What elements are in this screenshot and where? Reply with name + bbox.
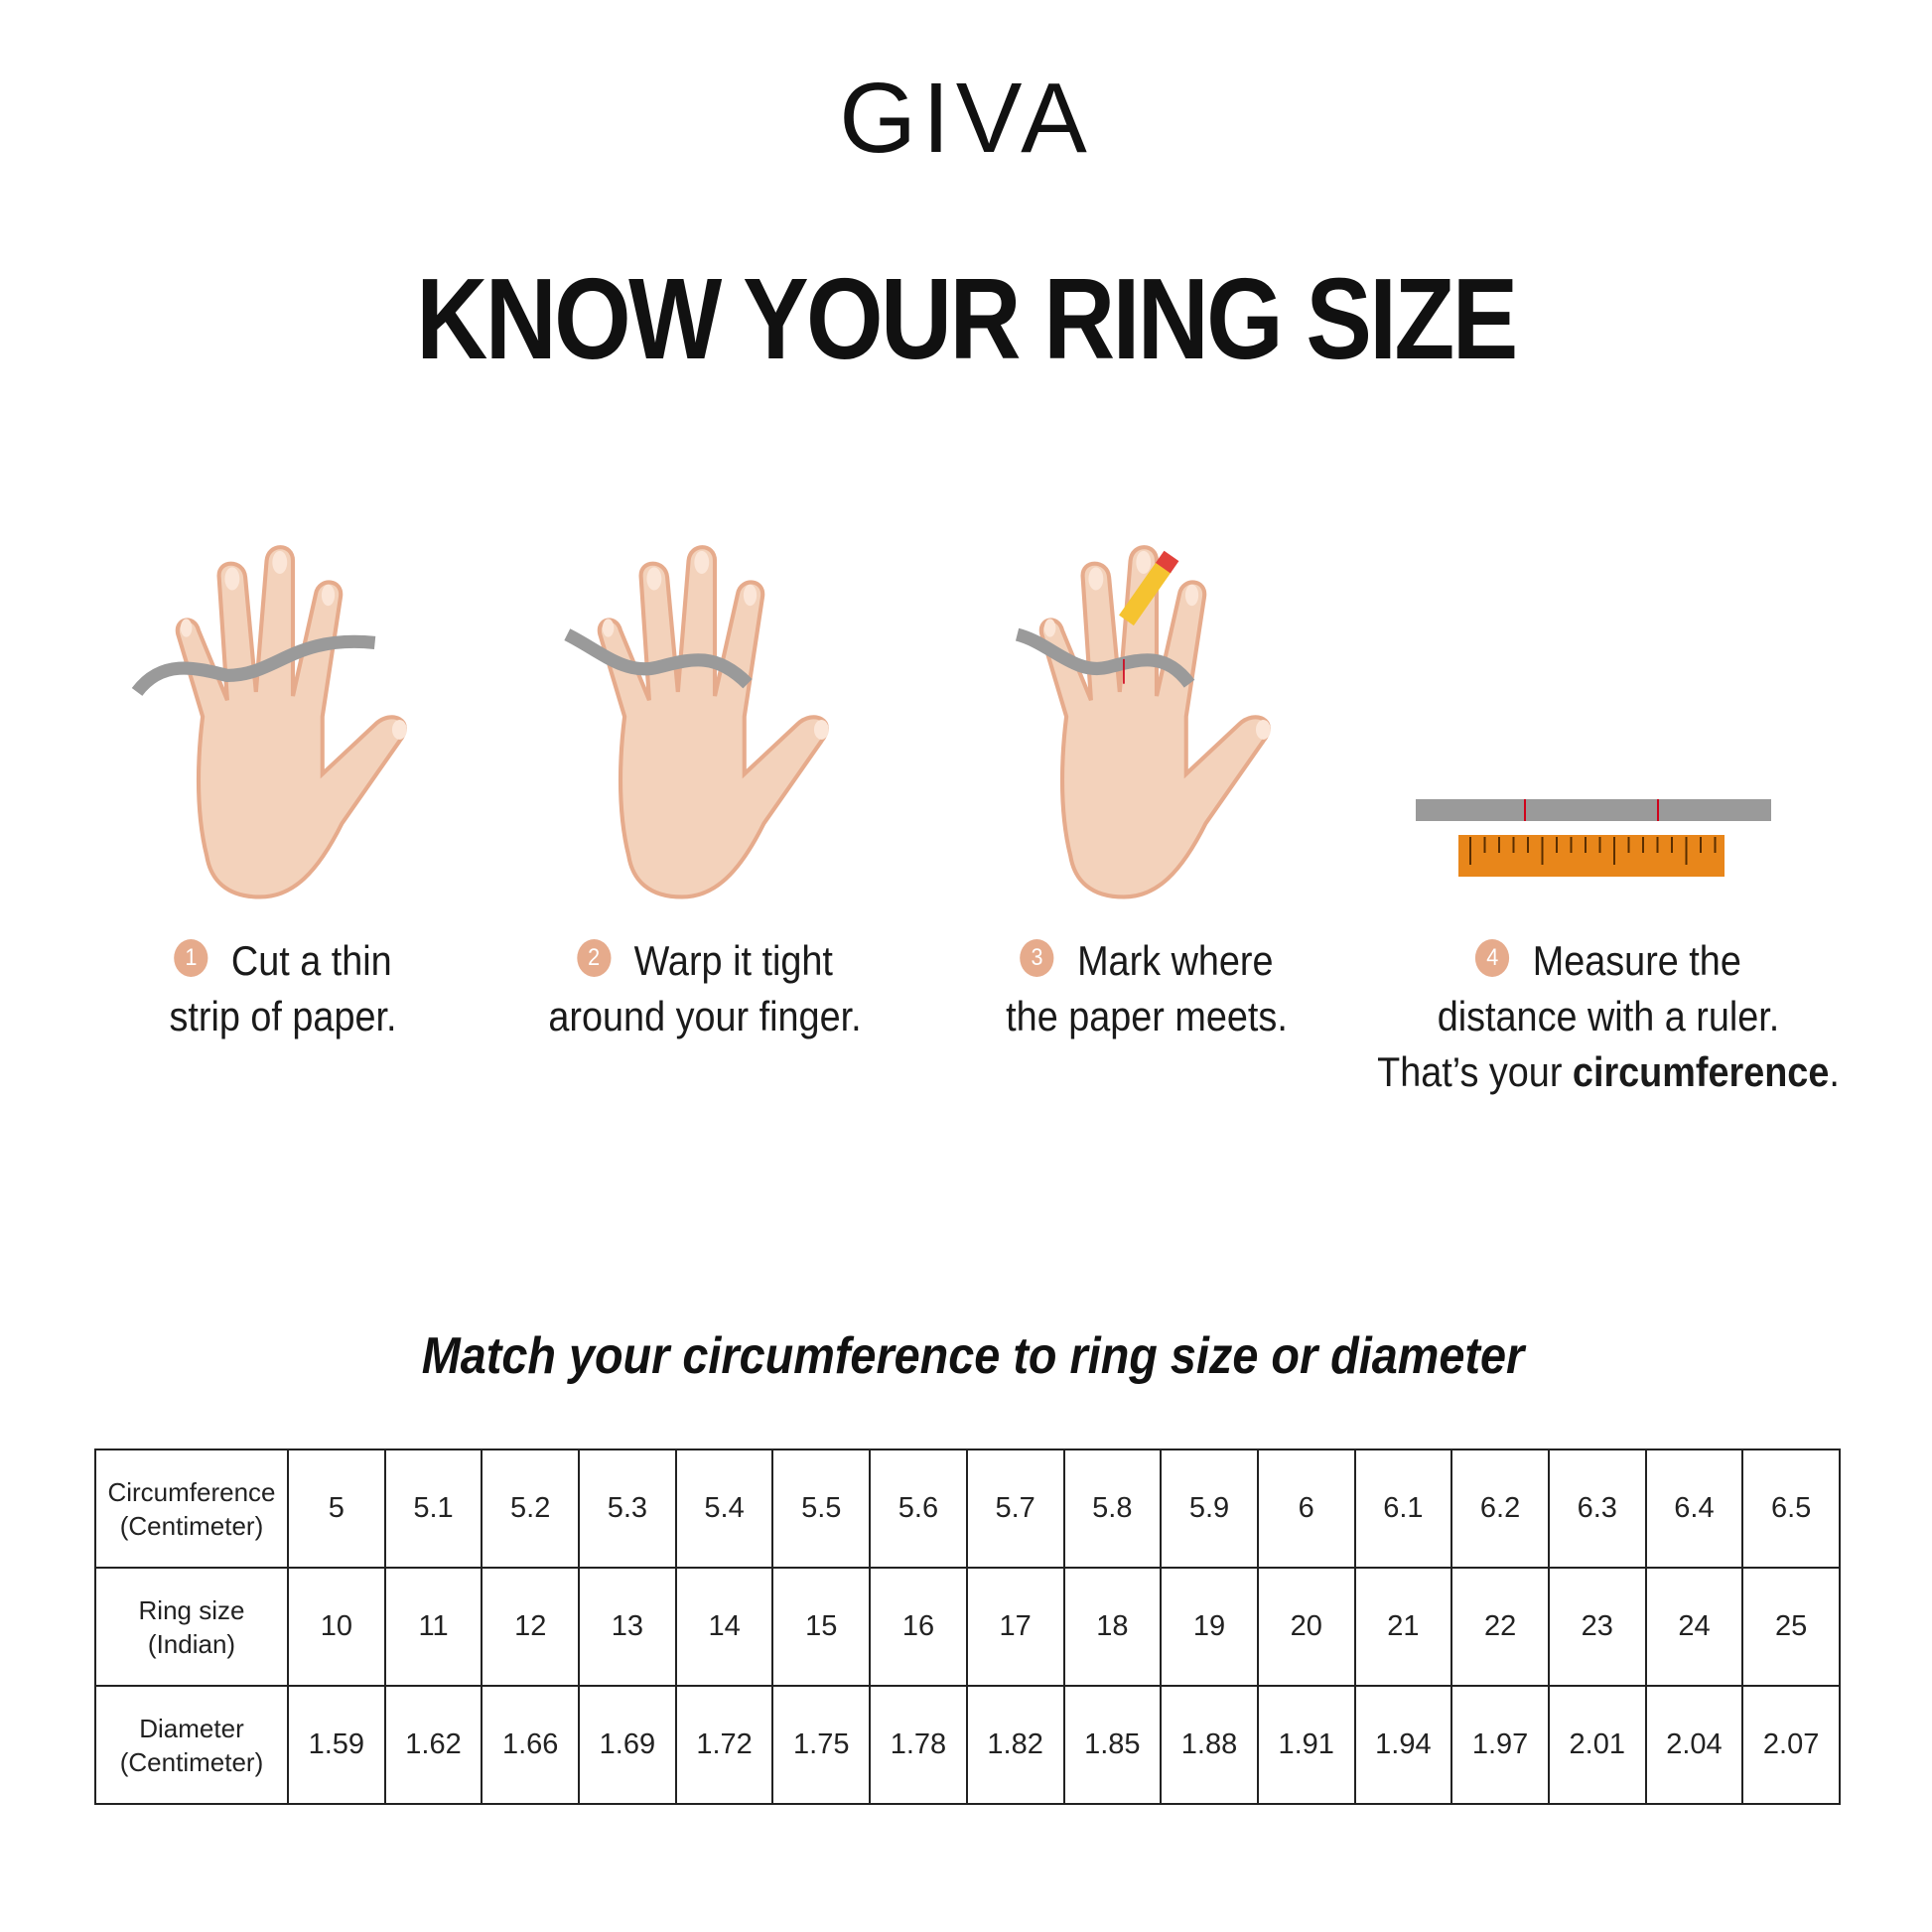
table-cell: 2.04 [1644,1685,1744,1805]
table-cell: 5.6 [869,1449,968,1569]
step-text: Warp it tight [633,937,833,984]
hand-illustration-step-2 [564,536,913,913]
table-cell: 16 [869,1567,968,1687]
table-cell: 6 [1256,1449,1356,1569]
row-header-line: (Indian) [147,1628,236,1659]
step-text: the paper meets. [1006,993,1288,1039]
step-4: 4 Measure the distance with a ruler. That… [1358,933,1859,1100]
row-header: Circumference (Centimeter) [94,1449,289,1569]
hand-illustration-step-3 [1015,536,1355,913]
step-1: 1 Cut a thin strip of paper. [131,933,435,1044]
page-title: KNOW YOUR RING SIZE [416,254,1518,383]
hand-icon [600,547,829,897]
table-cell: 1.88 [1160,1685,1259,1805]
row-header-line: Circumference [107,1476,276,1507]
table-cell: 19 [1160,1567,1259,1687]
table-cell: 2.01 [1547,1685,1647,1805]
table-row: Diameter (Centimeter) 1.59 1.62 1.66 1.69 1.72… [94,1685,1841,1805]
hand-icon [1041,547,1271,897]
step-text: That’s your [1377,1048,1573,1095]
step-3: 3 Mark where the paper meets. [968,933,1325,1044]
table-cell: 1.72 [674,1685,774,1805]
table-cell: 13 [578,1567,677,1687]
ruler-illustration [1416,799,1771,877]
table-cell: 12 [481,1567,581,1687]
row-header: Diameter (Centimeter) [94,1685,289,1805]
table-cell: 2.07 [1741,1685,1841,1805]
table-cell: 1.94 [1353,1685,1453,1805]
table-cell: 10 [287,1567,386,1687]
step-2: 2 Warp it tight around your finger. [508,933,901,1044]
table-cell: 1.91 [1256,1685,1356,1805]
table-cell: 1.78 [869,1685,968,1805]
table-cell: 11 [383,1567,483,1687]
table-cell: 5.8 [1062,1449,1163,1569]
table-cell: 1.85 [1062,1685,1163,1805]
table-cell: 1.82 [965,1685,1065,1805]
table-cell: 14 [674,1567,774,1687]
table-cell: 5.5 [771,1449,872,1569]
table-cell: 15 [771,1567,872,1687]
giva-logo: GIVA [839,63,1093,174]
ring-size-table: Circumference (Centimeter) 5 5.1 5.2 5.3 5.4 5.… [94,1449,1841,1805]
step-text: Measure the [1532,937,1741,984]
table-row: Circumference (Centimeter) 5 5.1 5.2 5.3 5.4 5.… [94,1449,1841,1569]
table-cell: 5.1 [383,1449,483,1569]
row-header-line: (Centimeter) [119,1510,264,1541]
step-text: Cut a thin [230,937,392,984]
table-cell: 5.3 [578,1449,677,1569]
step-text: Mark where [1077,937,1274,984]
table-cell: 5.9 [1160,1449,1259,1569]
table-cell: 17 [965,1567,1065,1687]
step-text: around your finger. [548,993,862,1039]
paper-strip-icon [564,628,753,689]
table-cell: 23 [1547,1567,1647,1687]
step-number-badge: 3 [1020,938,1054,977]
row-header-line: Ring size [138,1594,245,1625]
table-cell: 1.62 [383,1685,483,1805]
row-header: Ring size (Indian) [94,1567,289,1687]
row-header-line: Diameter [139,1713,244,1743]
table-cell: 1.75 [771,1685,872,1805]
step-text: distance with a ruler. [1437,993,1780,1039]
table-cell: 6.1 [1353,1449,1453,1569]
row-header-line: (Centimeter) [119,1746,264,1777]
step-number-badge: 4 [1475,938,1510,977]
step-text: . [1829,1048,1840,1095]
table-cell: 25 [1741,1567,1841,1687]
table-cell: 6.4 [1644,1449,1744,1569]
table-cell: 6.5 [1741,1449,1841,1569]
table-cell: 1.66 [481,1685,581,1805]
ruler-icon [1458,835,1725,877]
table-row: Ring size (Indian) 10 11 12 13 14 15 16 17 18 19 20 2… [94,1567,1841,1687]
table-cell: 1.97 [1450,1685,1550,1805]
table-cell: 24 [1644,1567,1744,1687]
step-number-badge: 1 [174,938,208,977]
table-cell: 5.7 [965,1449,1065,1569]
table-cell: 1.69 [578,1685,677,1805]
circumference-emphasis: circumference [1572,1048,1830,1095]
table-cell: 6.3 [1547,1449,1647,1569]
pencil-icon [1119,550,1179,626]
paper-strip-icon [1015,627,1195,688]
step-text: strip of paper. [169,993,397,1039]
table-cell: 5 [287,1449,386,1569]
table-cell: 18 [1062,1567,1163,1687]
hand-illustration-step-1 [131,536,491,913]
table-cell: 22 [1450,1567,1550,1687]
table-heading: Match your circumference to ring size or… [421,1327,1525,1385]
table-cell: 6.2 [1450,1449,1550,1569]
hand-icon [178,547,407,897]
paper-strip-icon [131,634,376,697]
step-number-badge: 2 [577,938,612,977]
table-cell: 5.2 [481,1449,581,1569]
table-cell: 20 [1256,1567,1356,1687]
table-cell: 21 [1353,1567,1453,1687]
table-cell: 1.59 [287,1685,386,1805]
paper-strip-icon [1416,799,1771,821]
table-cell: 5.4 [674,1449,774,1569]
